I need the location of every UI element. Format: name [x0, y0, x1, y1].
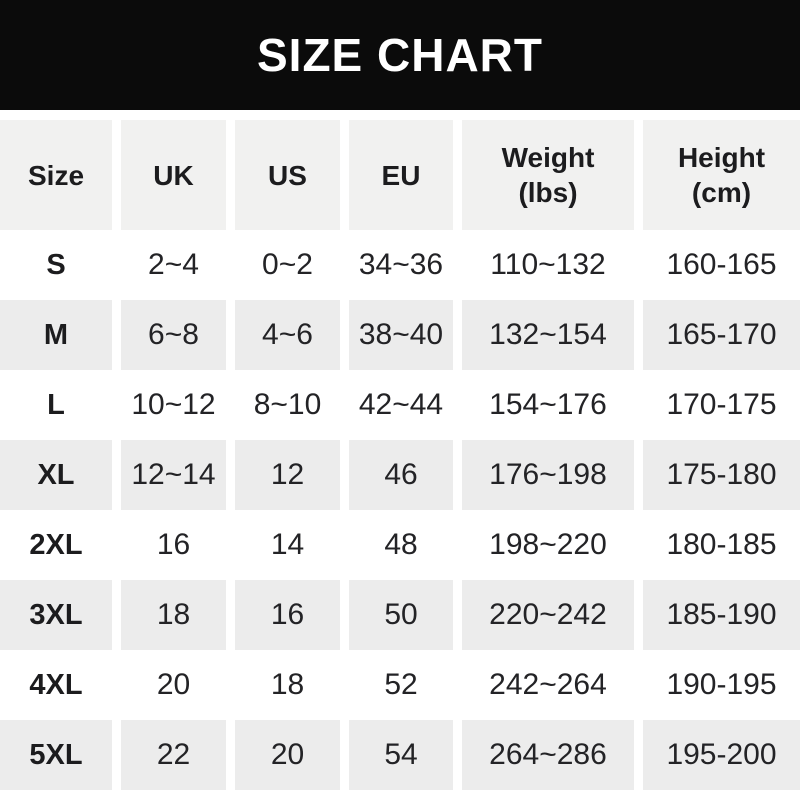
cell-l-size: L	[47, 388, 65, 421]
header-cell-eu: EU	[349, 120, 453, 230]
cell-m-eu: 38~40	[349, 300, 453, 370]
cell-4xl-size: 4XL	[29, 668, 83, 701]
cell-l-uk: 10~12	[131, 388, 216, 422]
cell-2xl-eu: 48	[384, 528, 418, 562]
cell-s-size: S	[46, 248, 66, 281]
cell-3xl-uk: 18	[121, 580, 226, 650]
cell-xl-us: 12	[235, 440, 340, 510]
header-cell-uk: UK	[121, 120, 226, 230]
header-cell-size: Size	[0, 120, 112, 230]
cell-l-eu: 42~44	[358, 388, 444, 422]
cell-xl-height: 175-180	[643, 440, 800, 510]
cell-s-eu: 34~36	[358, 248, 444, 282]
cell-5xl-size: 5XL	[0, 720, 112, 790]
cell-2xl-us: 14	[270, 528, 305, 562]
cell-4xl-weight: 242~264	[489, 668, 607, 702]
cell-3xl-size: 3XL	[0, 580, 112, 650]
cell-m-size: M	[0, 300, 112, 370]
page-title: SIZE CHART	[257, 29, 543, 81]
cell-3xl-height: 185-190	[643, 580, 800, 650]
header-cell-us: US	[235, 120, 340, 230]
cell-2xl-size: 2XL	[29, 528, 83, 561]
cell-5xl-weight: 264~286	[462, 720, 634, 790]
cell-4xl-us: 18	[270, 668, 305, 702]
cell-3xl-us: 16	[235, 580, 340, 650]
cell-3xl-eu: 50	[349, 580, 453, 650]
cell-s-height: 160-165	[666, 248, 777, 282]
cell-5xl-uk: 22	[121, 720, 226, 790]
cell-4xl-height: 190-195	[666, 668, 777, 702]
cell-xl-size: XL	[0, 440, 112, 510]
cell-xl-eu: 46	[349, 440, 453, 510]
cell-3xl-weight: 220~242	[462, 580, 634, 650]
cell-2xl-height: 180-185	[666, 528, 777, 562]
cell-4xl-eu: 52	[384, 668, 418, 702]
header-cell-weight: Weight (lbs)	[462, 120, 634, 230]
cell-5xl-eu: 54	[349, 720, 453, 790]
cell-s-uk: 2~4	[148, 248, 199, 282]
header-cell-height: Height (cm)	[643, 120, 800, 230]
size-chart-banner: SIZE CHART	[0, 0, 800, 110]
cell-2xl-weight: 198~220	[489, 528, 607, 562]
cell-m-height: 165-170	[643, 300, 800, 370]
size-table: Size UK US EU Weight (lbs) Height (cm) S…	[0, 120, 800, 790]
cell-m-weight: 132~154	[462, 300, 634, 370]
cell-m-us: 4~6	[235, 300, 340, 370]
cell-m-uk: 6~8	[121, 300, 226, 370]
cell-s-weight: 110~132	[490, 248, 606, 282]
cell-xl-weight: 176~198	[462, 440, 634, 510]
cell-xl-uk: 12~14	[121, 440, 226, 510]
cell-s-us: 0~2	[262, 248, 313, 282]
cell-2xl-uk: 16	[156, 528, 191, 562]
cell-5xl-us: 20	[235, 720, 340, 790]
cell-4xl-uk: 20	[156, 668, 191, 702]
cell-l-weight: 154~176	[489, 388, 607, 422]
cell-l-height: 170-175	[666, 388, 777, 422]
cell-l-us: 8~10	[253, 388, 322, 422]
cell-5xl-height: 195-200	[643, 720, 800, 790]
